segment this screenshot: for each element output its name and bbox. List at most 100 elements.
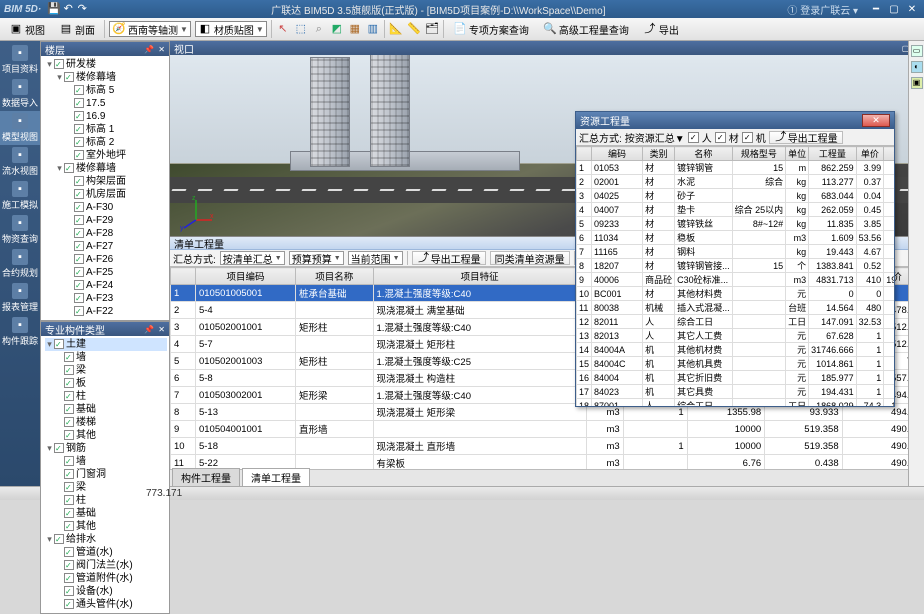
tree-checkbox[interactable] <box>74 215 84 225</box>
special-query-button[interactable]: 📄专项方案查询 <box>448 20 534 39</box>
tree-item[interactable]: 基础 <box>45 403 167 416</box>
table-row[interactable]: 404007材垫卡综合 25以内kg262.0590.45117.93 <box>577 203 895 217</box>
tree-checkbox[interactable] <box>54 59 64 69</box>
tool-2-icon[interactable]: ⬚ <box>294 22 308 36</box>
res-export-button[interactable]: ⤴导出工程量 <box>769 131 843 144</box>
resource-close-button[interactable]: ✕ <box>862 114 890 127</box>
table-row[interactable]: 611034材稳板m31.60953.5686.19 <box>577 231 895 245</box>
tree-checkbox[interactable] <box>64 521 74 531</box>
tree-checkbox[interactable] <box>64 599 74 609</box>
tree-checkbox[interactable] <box>74 124 84 134</box>
tree-twisty[interactable]: ▾ <box>45 338 54 351</box>
tree-item[interactable]: 通头管件(水) <box>45 598 167 611</box>
tree-item[interactable]: 标高 5 <box>45 84 167 97</box>
tree-checkbox[interactable] <box>74 306 84 316</box>
table-row[interactable]: 115-22有梁板m36.760.438490.26 <box>171 455 924 470</box>
tree-twisty[interactable]: ▾ <box>55 162 64 175</box>
tree-checkbox[interactable] <box>74 254 84 264</box>
tree-item[interactable]: 梁 <box>45 364 167 377</box>
tree-checkbox[interactable] <box>74 280 84 290</box>
table-row[interactable]: 10BC001材其他材料费元000 <box>577 287 895 301</box>
tool-5-icon[interactable]: ▦ <box>348 22 362 36</box>
tree-checkbox[interactable] <box>64 404 74 414</box>
tree-item[interactable]: 设备(水) <box>45 585 167 598</box>
tool-9-icon[interactable]: 🗂 <box>425 22 439 36</box>
pin-icon[interactable]: 📌 <box>144 45 154 54</box>
table-row[interactable]: 1484004A机其他机材费元31746.666131746.65 <box>577 343 895 357</box>
tree-item[interactable]: ▾土建 <box>45 338 167 351</box>
tree-item[interactable]: 标高 1 <box>45 123 167 136</box>
tree-checkbox[interactable] <box>64 573 74 583</box>
tool-8-icon[interactable]: 📏 <box>407 22 421 36</box>
budget-combo[interactable]: 预算预算▼ <box>289 251 344 265</box>
tree-checkbox[interactable] <box>64 495 74 505</box>
leftnav-item[interactable]: ▪构件跟踪 <box>0 315 40 349</box>
tree-item[interactable]: ▾楼修幕墙 <box>45 162 167 175</box>
leftnav-item[interactable]: ▪报表管理 <box>0 281 40 315</box>
tree-checkbox[interactable] <box>64 365 74 375</box>
range-combo[interactable]: 当前范围▼ <box>348 251 403 265</box>
tree-item[interactable]: 门窗洞 <box>45 468 167 481</box>
tree-twisty[interactable]: ▾ <box>55 71 64 84</box>
tab-component-qty[interactable]: 构件工程量 <box>172 468 240 486</box>
tree-checkbox[interactable] <box>64 469 74 479</box>
tree-item[interactable]: ▾给排水 <box>45 533 167 546</box>
col-header[interactable]: 工程量 <box>809 147 857 161</box>
table-row[interactable]: 711165材钢料kg19.4434.6790.8 <box>577 245 895 259</box>
table-row[interactable]: 304025材砂子kg683.0440.0427.32 <box>577 189 895 203</box>
advanced-query-button[interactable]: 🔍高级工程量查询 <box>538 20 634 39</box>
tree-item[interactable]: 基础 <box>45 507 167 520</box>
leftnav-item[interactable]: ▪物资查询 <box>0 213 40 247</box>
tree-item[interactable]: A-F24 <box>45 279 167 292</box>
pal-3[interactable]: ▣ <box>911 77 923 89</box>
table-row[interactable]: 940006商品砼C30砼标准...m34831.7134101981002.4… <box>577 273 895 287</box>
col-header[interactable]: 项目编码 <box>195 268 295 285</box>
tree-checkbox[interactable] <box>64 391 74 401</box>
col-header[interactable]: 合价(元) <box>884 147 894 161</box>
tree-item[interactable]: A-F25 <box>45 266 167 279</box>
resource-grid[interactable]: 编码类别名称规格型号单位工程量单价合价(元)101053材镀锌钢管15m862.… <box>576 146 894 406</box>
tree-checkbox[interactable] <box>64 456 74 466</box>
tree-checkbox[interactable] <box>74 241 84 251</box>
tree-item[interactable]: 标高 2 <box>45 136 167 149</box>
res-mode-combo[interactable]: 按资源汇总▼ <box>625 130 685 145</box>
tool-7-icon[interactable]: 📐 <box>389 22 403 36</box>
tree-checkbox[interactable] <box>74 202 84 212</box>
tree-checkbox[interactable] <box>64 430 74 440</box>
mode-combo[interactable]: 按清单汇总▼ <box>220 251 285 265</box>
tree-item[interactable]: A-F28 <box>45 227 167 240</box>
tree-item[interactable]: 16.9 <box>45 110 167 123</box>
type-tree[interactable]: ▾土建墙梁板柱基础楼梯其他▾钢筋墙门窗洞梁柱基础其他▾给排水管道(水)阀门法兰(… <box>41 336 169 613</box>
tree-checkbox[interactable] <box>74 98 84 108</box>
tree-checkbox[interactable] <box>64 378 74 388</box>
col-header[interactable]: 项目特征 <box>373 268 586 285</box>
tree-item[interactable]: A-F23 <box>45 292 167 305</box>
table-row[interactable]: 9010504001001直形墙m310000519.358490.26 <box>171 421 924 438</box>
table-row[interactable]: 202001材水泥综合kg113.2770.3741.91 <box>577 175 895 189</box>
table-row[interactable]: 105-18现浇混凝土 直形墙m3110000519.358490.26 <box>171 438 924 455</box>
col-header[interactable]: 规格型号 <box>732 147 786 161</box>
tree-item[interactable]: 墙 <box>45 455 167 468</box>
material-combo[interactable]: ◧材质贴图▼ <box>195 21 267 37</box>
tree-item[interactable]: ▾钢筋 <box>45 442 167 455</box>
export-button[interactable]: ⤴导出 <box>638 20 684 39</box>
flag-material[interactable]: ✓ <box>715 132 726 143</box>
tree-checkbox[interactable] <box>74 150 84 160</box>
tree-item[interactable]: ▾楼修幕墙 <box>45 71 167 84</box>
tree-item[interactable]: 阀门法兰(水) <box>45 559 167 572</box>
tree-item[interactable]: 墙 <box>45 351 167 364</box>
table-row[interactable]: 1180038机械插入式混凝...台班14.5644806990.72 <box>577 301 895 315</box>
tree-checkbox[interactable] <box>54 339 64 349</box>
cloud-login[interactable]: ① 登录广联云 ▾ <box>787 2 858 17</box>
tree-checkbox[interactable] <box>64 352 74 362</box>
tree-item[interactable]: 17.5 <box>45 97 167 110</box>
tree-checkbox[interactable] <box>64 586 74 596</box>
qat-save-icon[interactable]: 💾 <box>47 2 61 16</box>
tree-checkbox[interactable] <box>74 293 84 303</box>
close-button[interactable]: ✕ <box>904 4 920 15</box>
minimize-button[interactable]: ━ <box>868 4 884 15</box>
col-header[interactable] <box>171 268 196 285</box>
table-row[interactable]: 1887001人综合工日工日1868.02974.3138794.48 <box>577 399 895 407</box>
tab-list-qty[interactable]: 清单工程量 <box>242 468 310 486</box>
tree-checkbox[interactable] <box>74 228 84 238</box>
